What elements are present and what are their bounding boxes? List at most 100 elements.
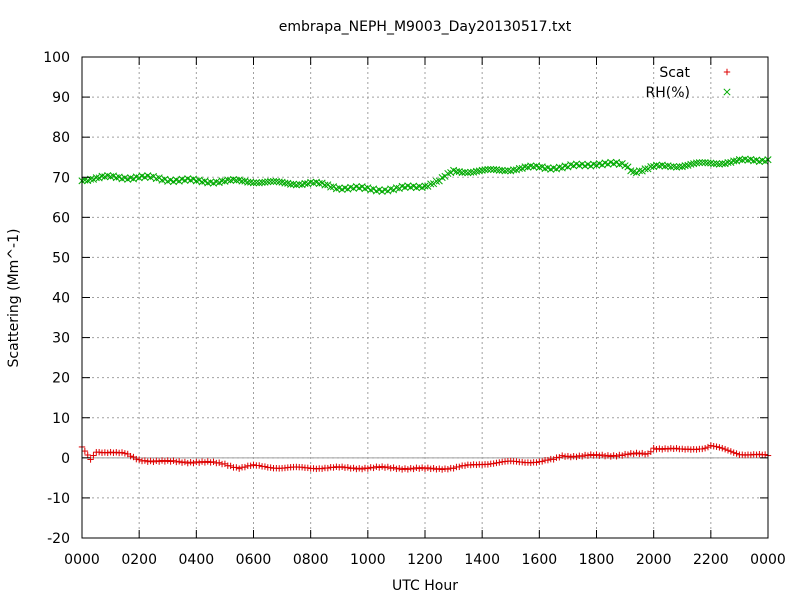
data-point — [376, 464, 383, 471]
data-point — [404, 466, 412, 473]
data-point — [712, 160, 721, 168]
data-point — [324, 464, 332, 472]
x-tick-label: 2200 — [693, 552, 729, 568]
data-point — [747, 451, 755, 459]
data-point — [436, 465, 443, 472]
data-point — [693, 446, 700, 453]
data-point — [104, 449, 111, 457]
data-point — [218, 177, 226, 185]
data-point — [636, 450, 643, 458]
data-point — [384, 463, 392, 471]
data-point — [624, 451, 632, 458]
data-point — [416, 465, 423, 472]
data-point — [193, 458, 200, 466]
data-point — [510, 166, 518, 174]
data-point — [573, 453, 580, 461]
y-tick-label: 70 — [52, 170, 70, 186]
data-point — [604, 452, 612, 459]
data-point — [216, 459, 223, 466]
data-point — [264, 178, 272, 186]
data-point — [596, 452, 603, 459]
data-point — [178, 459, 186, 466]
data-point — [255, 179, 263, 187]
data-point — [461, 168, 469, 176]
data-point — [427, 465, 434, 473]
data-point — [452, 168, 460, 176]
data-point — [98, 172, 106, 180]
data-point — [527, 459, 534, 467]
data-point — [424, 464, 432, 472]
data-point — [210, 458, 217, 466]
data-point — [250, 461, 257, 468]
data-point — [118, 449, 126, 456]
data-point — [624, 163, 632, 171]
data-point — [261, 178, 269, 186]
legend-label: Scat — [659, 65, 690, 81]
data-point — [304, 464, 312, 472]
data-point — [361, 464, 369, 472]
data-point — [647, 163, 655, 171]
data-point — [704, 443, 712, 451]
data-point — [344, 464, 352, 471]
data-point — [238, 177, 246, 185]
data-point — [533, 459, 540, 466]
data-point — [133, 455, 140, 463]
data-point — [635, 167, 643, 175]
data-point — [659, 446, 666, 453]
data-point — [421, 465, 429, 472]
data-point — [413, 464, 420, 471]
data-point — [127, 452, 134, 460]
data-point — [450, 465, 457, 472]
data-point — [158, 457, 166, 464]
data-point — [679, 445, 686, 453]
y-tick-label: 10 — [52, 411, 70, 427]
data-point — [735, 155, 743, 164]
data-point — [261, 463, 269, 470]
data-point — [710, 160, 718, 168]
x-tick-label: 0000 — [750, 552, 786, 568]
data-point — [155, 458, 163, 465]
data-point — [496, 459, 503, 466]
data-point — [395, 184, 403, 193]
data-point — [653, 446, 660, 453]
data-point — [233, 464, 240, 471]
data-point — [427, 180, 435, 188]
x-tick-label: 0600 — [236, 552, 272, 568]
data-point — [247, 178, 255, 186]
data-point — [716, 444, 723, 451]
data-point — [327, 183, 335, 191]
data-point — [269, 177, 278, 185]
data-point — [161, 458, 169, 465]
data-point — [719, 445, 726, 452]
data-point — [252, 179, 260, 187]
data-point — [656, 445, 663, 452]
ticks: -20 -10 0 10 20 30 40 50 60 70 80 90 100 0000 0200 0400… — [43, 50, 786, 568]
data-point — [190, 459, 197, 467]
data-point — [581, 451, 589, 459]
data-point — [204, 458, 211, 465]
data-point — [249, 179, 258, 187]
data-point — [321, 181, 329, 189]
data-point — [564, 452, 572, 460]
data-point — [113, 449, 120, 456]
data-point — [244, 178, 252, 186]
y-tick-label: 50 — [52, 250, 70, 266]
data-point — [475, 167, 483, 175]
series-scat — [78, 442, 772, 473]
data-point — [513, 458, 520, 465]
data-point — [407, 465, 414, 472]
data-point — [673, 445, 680, 452]
y-tick-label: 20 — [52, 371, 70, 387]
x-tick-label: 0800 — [293, 552, 329, 568]
data-point — [147, 457, 154, 465]
data-point — [281, 179, 289, 187]
data-point — [699, 445, 706, 453]
data-point — [567, 453, 574, 461]
data-point — [267, 177, 275, 186]
data-point — [718, 160, 726, 168]
data-point — [175, 458, 183, 465]
data-point — [733, 450, 740, 457]
data-point — [301, 179, 309, 188]
data-point — [613, 453, 620, 460]
